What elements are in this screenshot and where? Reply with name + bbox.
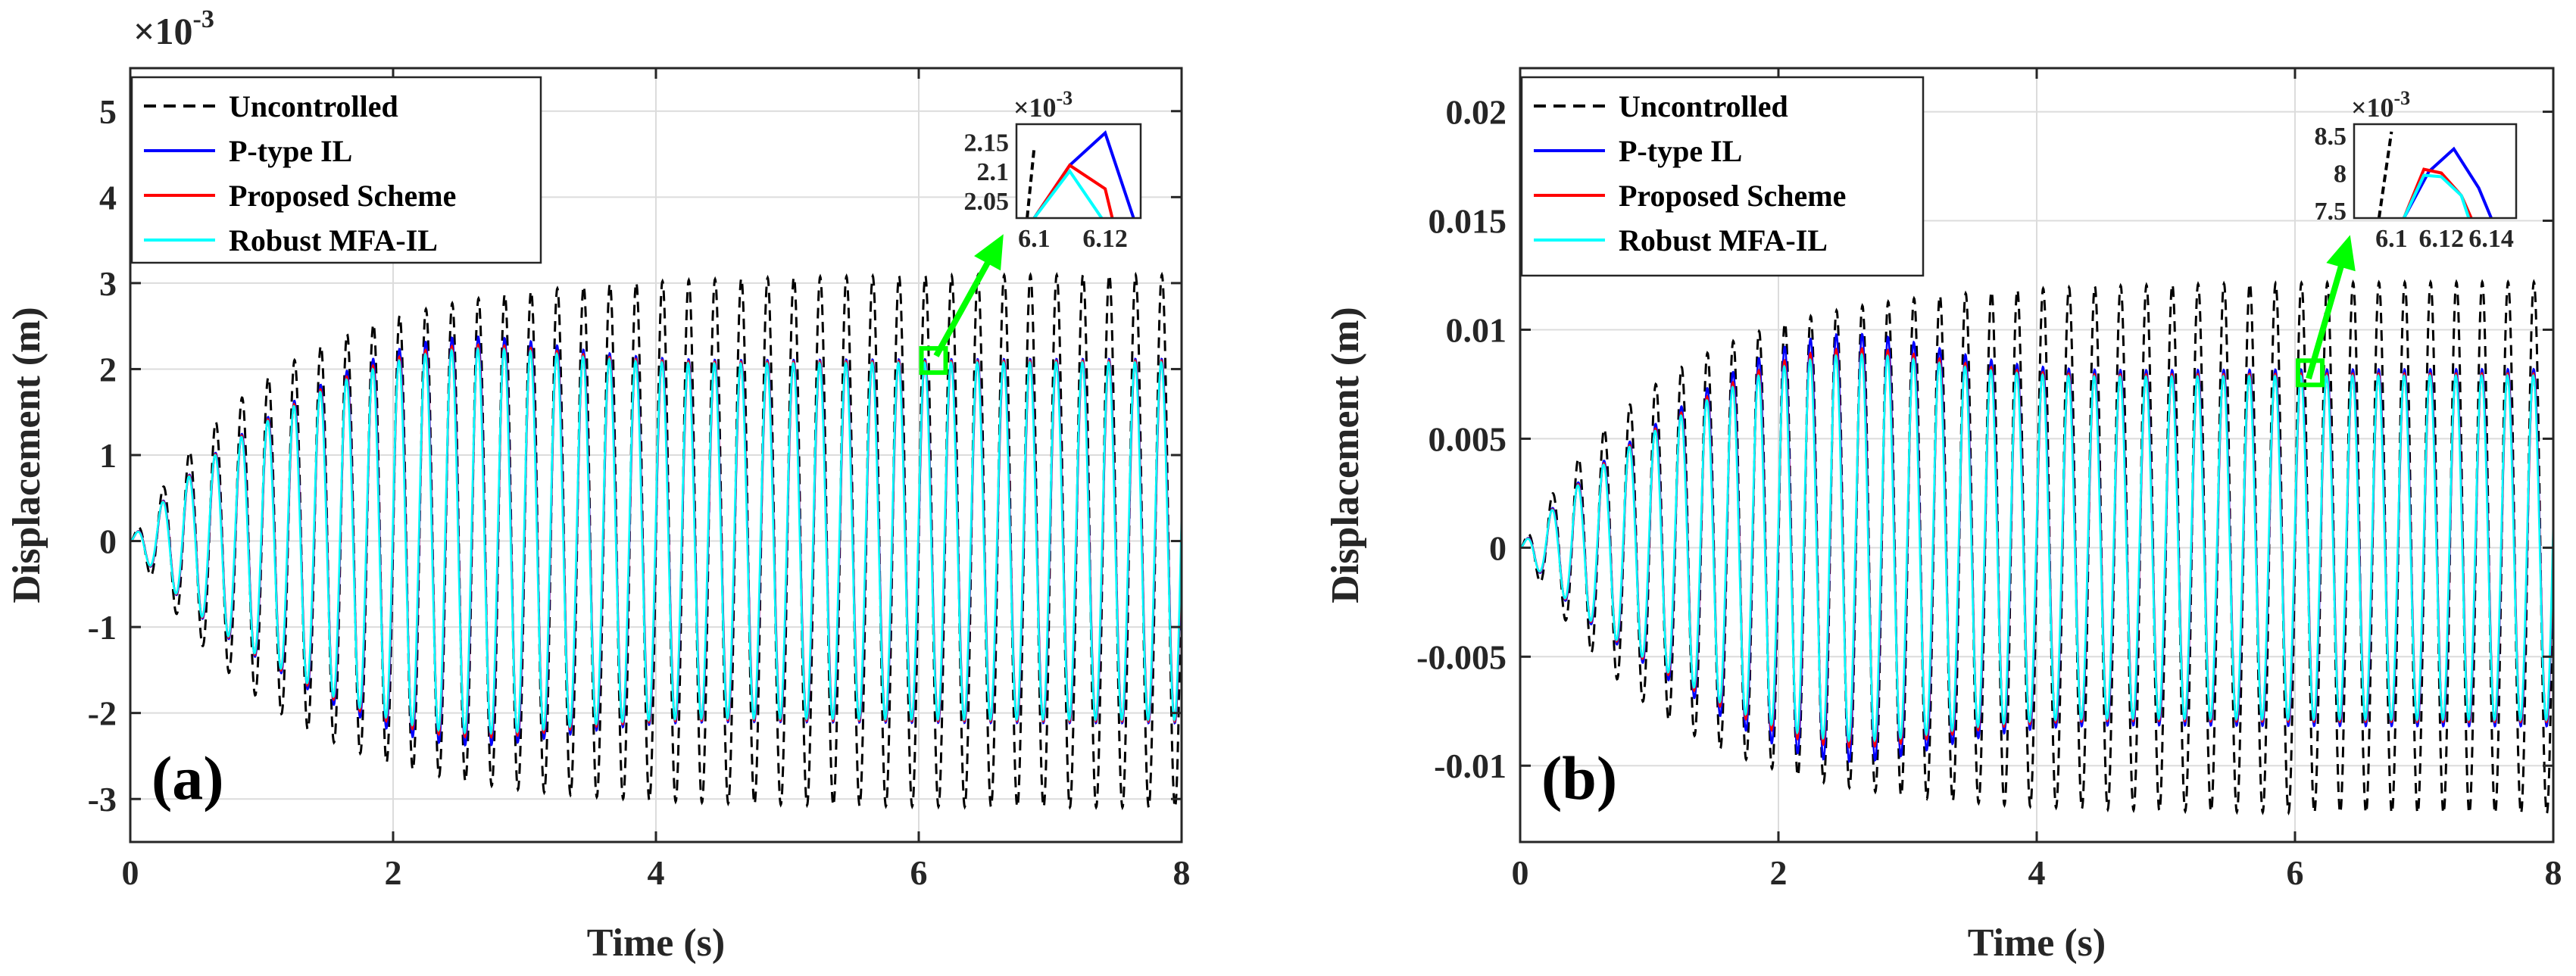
inset-y-scale-factor: ×10-3 [1013,87,1073,123]
inset-x-tick-labels: 6.1 6.12 6.14 [2375,225,2514,253]
y-tick-label: 0.01 [1446,310,1507,349]
inset-y-tick-label: 8 [2334,160,2347,188]
zoom-region-marker [919,346,948,376]
series-group [1519,279,2555,817]
inset-series-robust-mfa-il [1032,168,1104,218]
inset-x-tick-label: 6.1 [1018,225,1051,253]
zoom-arrow [2306,235,2356,380]
series-group [130,271,1183,811]
inset-series-group [2377,131,2493,218]
y-tick-label: 0 [99,522,117,561]
inset-x-tick-label: 6.12 [2418,225,2464,253]
panel-label: (b) [1541,744,1617,812]
y-tick-label: 1 [99,436,117,475]
inset-y-tick-label: 2.05 [964,188,1010,216]
x-tick-label: 0 [1512,853,1529,892]
legend-entry-uncontrolled: Uncontrolled [229,89,398,123]
x-tick-label: 4 [2028,853,2046,892]
inset-x-tick-label: 6.14 [2468,225,2514,253]
x-tick-label: 2 [1770,853,1788,892]
legend-box [1520,76,1925,277]
y-tick-labels: -3 -2 -1 0 1 2 3 4 5 [88,92,117,819]
y-tick-label: 0.015 [1429,202,1507,241]
x-axis-label: Time (s) [1968,921,2106,965]
inset-y-tick-label: 8.5 [2315,123,2347,151]
legend-entry-uncontrolled: Uncontrolled [1619,89,1788,123]
legend-entry-robust-mfa-il: Robust MFA-IL [229,223,438,257]
inset-frame [2353,123,2518,220]
y-tick-label: 0.02 [1446,93,1507,132]
inset-y-tick-labels: 7.5 8 8.5 [2315,123,2347,226]
legend: Uncontrolled P-type IL Proposed Scheme R… [1520,76,1925,277]
y-tick-label: 2 [99,350,117,388]
y-tick-label: -0.005 [1416,638,1507,676]
inset-x-tick-label: 6.12 [1082,225,1128,253]
legend-entry-proposed-scheme: Proposed Scheme [229,179,456,213]
y-tick-label: 0 [1489,529,1507,567]
inset-x-tick-label: 6.1 [2375,225,2408,253]
inset-series-robust-mfa-il [2402,173,2471,218]
zoom-arrow [933,234,1004,357]
y-axis-label: Displacement (m) [1324,307,1367,603]
y-tick-label: -3 [88,780,117,819]
tick-marks [1519,68,2555,842]
y-tick-label: 4 [99,178,117,217]
y-scale-factor: ×10-3 [133,5,214,52]
legend: Uncontrolled P-type IL Proposed Scheme R… [130,76,542,264]
x-tick-label: 8 [2545,853,2562,892]
inset-series-p-type-il [2403,146,2493,218]
inset-y-scale-factor: ×10-3 [2351,87,2410,123]
inset-x-tick-labels: 6.1 6.12 [1018,225,1128,253]
x-tick-label: 2 [385,853,402,892]
panel-a: 0 2 4 6 8 -3 -2 -1 0 1 2 3 4 5 ×10-3 Time (s) Displa… [5,5,1191,965]
series-robust-mfa-il [130,346,1183,735]
y-tick-label: -1 [88,608,117,647]
zoom-arrow-head [974,234,1004,271]
legend-entry-p-type-il: P-type IL [229,134,352,168]
inset-y-tick-label: 2.15 [964,129,1010,157]
x-tick-label: 6 [2287,853,2304,892]
x-tick-label: 0 [122,853,139,892]
inset-series-uncontrolled [2377,131,2393,218]
y-tick-labels: -0.01 -0.005 0 0.005 0.01 0.015 0.02 [1416,93,1507,786]
x-tick-labels: 0 2 4 6 8 [122,853,1191,892]
inset-series-proposed-scheme [1032,163,1114,218]
inset-zoom: 6.1 6.12 6.14 7.5 8 8.5 ×10-3 [2315,87,2518,253]
inset-frame [1015,123,1142,220]
inset-series-group [1026,130,1135,218]
legend-entry-p-type-il: P-type IL [1619,134,1742,168]
tick-marks [129,68,1183,842]
y-tick-label: -0.01 [1434,747,1507,785]
x-tick-label: 8 [1173,853,1191,892]
legend-box [130,76,542,264]
legend-entry-proposed-scheme: Proposed Scheme [1619,179,1846,213]
inset-y-tick-label: 7.5 [2315,198,2347,226]
panel-b: 0 2 4 6 8 -0.01 -0.005 0 0.005 0.01 0.015 0.02 Tim… [1324,67,2562,965]
y-tick-label: 0.005 [1429,419,1507,458]
y-axis-label: Displacement (m) [5,307,48,603]
x-tick-label: 6 [910,853,928,892]
x-tick-labels: 0 2 4 6 8 [1512,853,2562,892]
x-tick-label: 4 [648,853,665,892]
series-robust-mfa-il [1519,352,2555,743]
x-axis-label: Time (s) [587,921,725,965]
inset-zoom: 6.1 6.12 2.052.12.15 ×10-3 [964,87,1142,253]
y-tick-label: 5 [99,92,117,131]
zoom-region-marker [2296,358,2325,388]
panel-label: (a) [151,744,224,812]
inset-y-tick-labels: 2.052.12.15 [964,129,1010,216]
inset-y-tick-label: 2.1 [977,158,1010,186]
y-tick-label: 3 [99,264,117,303]
zoom-arrow-head [2326,235,2356,272]
legend-entry-robust-mfa-il: Robust MFA-IL [1619,223,1828,257]
y-tick-label: -2 [88,694,117,733]
